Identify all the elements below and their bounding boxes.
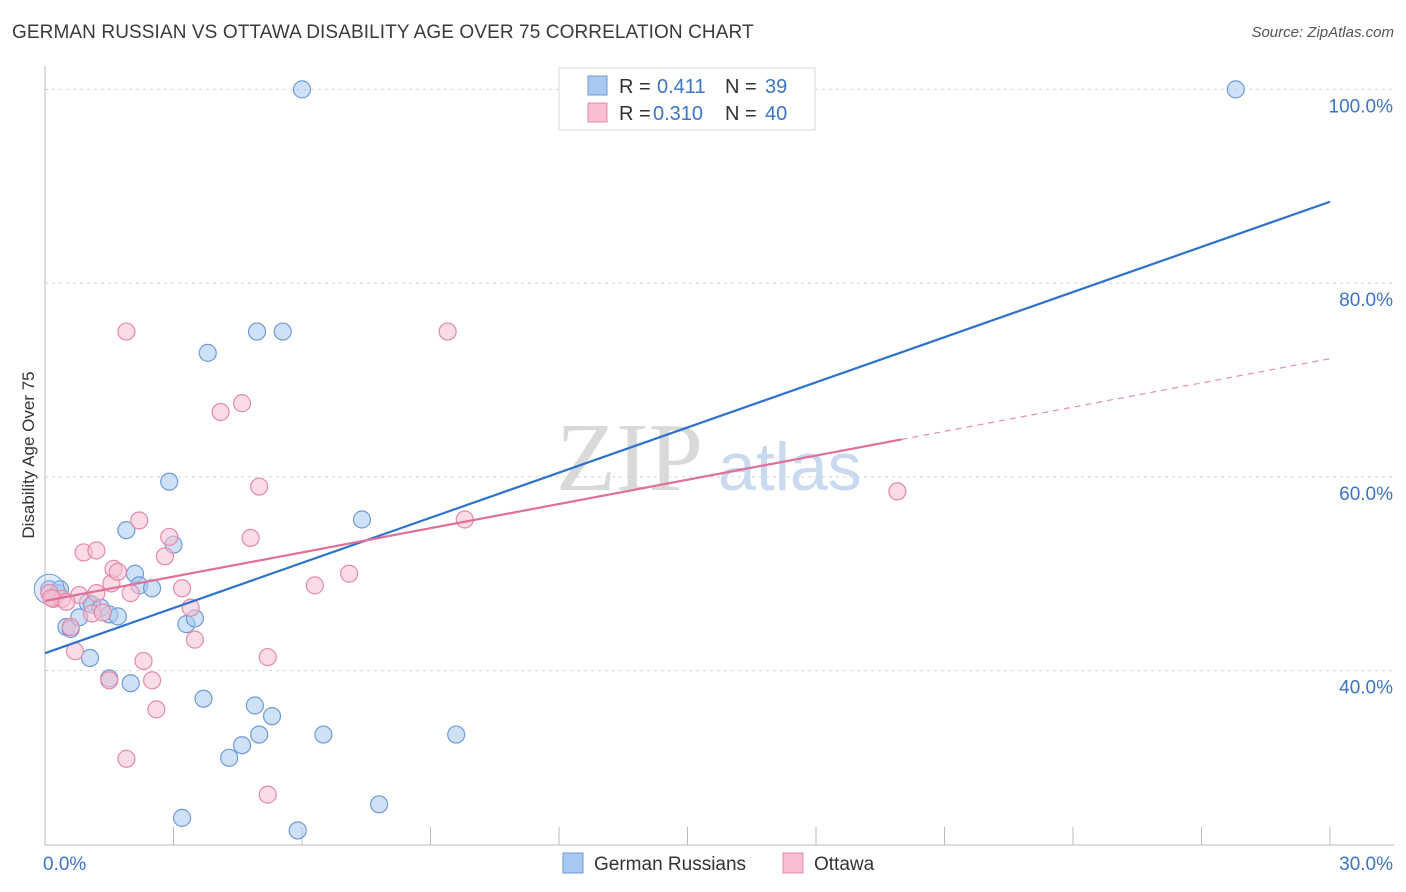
ottawa-point-21 — [160, 527, 179, 547]
stats-legend: R = 0.411 N = 39 R = 0.310 N = 40 — [558, 67, 816, 131]
german-russians-point-27 — [245, 696, 264, 715]
legend-n-value-pink: 40 — [765, 103, 787, 125]
legend-r-value-blue: 0.411 — [657, 76, 706, 98]
series-legend-swatch-german-russians — [562, 852, 584, 874]
ottawa-point-39 — [93, 603, 112, 622]
ottawa-point-32 — [340, 564, 359, 583]
ottawa-point-12 — [108, 562, 127, 581]
y-axis-label: Disability Age Over 75 — [19, 371, 38, 538]
ottawa-point-3 — [61, 617, 80, 637]
ottawa-point-29 — [258, 647, 277, 667]
german-russians-point-34 — [288, 821, 307, 840]
ottawa-point-13 — [117, 322, 136, 341]
series-legend-label-german-russians: German Russians — [594, 854, 746, 875]
german-russians-point-11 — [80, 648, 100, 668]
watermark-atlas: atlas — [718, 429, 862, 505]
german-russians-point-18 — [160, 472, 179, 491]
german-russians-point-26 — [220, 748, 239, 767]
legend-r-label-pink: R = — [619, 103, 651, 125]
german-russians-point-31 — [262, 707, 282, 726]
x-tick-label-0: 0.0% — [43, 854, 86, 875]
german-russians-point-30 — [273, 322, 292, 341]
series-ottawa — [40, 322, 907, 804]
x-tick-label-30: 30.0% — [1339, 854, 1393, 875]
trend-line-ottawa — [44, 438, 902, 602]
ottawa-point-34 — [455, 510, 474, 529]
watermark: ZIP atlas — [556, 404, 862, 512]
german-russians-point-13 — [121, 674, 140, 693]
german-russians-point-28 — [250, 725, 269, 744]
german-russians-point-33 — [314, 725, 333, 744]
ottawa-point-25 — [211, 402, 230, 422]
y-tick-label-60: 60.0% — [1339, 484, 1393, 505]
german-russians-point-23 — [198, 343, 217, 362]
german-russians-point-36 — [370, 795, 389, 814]
y-tick-label-40: 40.0% — [1339, 678, 1393, 699]
legend-r-value-pink: 0.310 — [653, 103, 703, 125]
ottawa-point-15 — [121, 584, 140, 603]
legend-swatch-pink — [587, 102, 608, 123]
german-russians-point-35 — [352, 510, 372, 529]
series-legend-label-ottawa: Ottawa — [814, 854, 875, 875]
ottawa-point-35 — [888, 482, 907, 501]
ottawa-point-14 — [117, 749, 136, 768]
tick-labels: 40.0% 60.0% 80.0% 100.0% 0.0% 30.0% — [43, 96, 1393, 875]
ottawa-point-24 — [185, 630, 205, 649]
ottawa-point-9 — [100, 671, 119, 690]
legend-n-value-blue: 39 — [765, 76, 787, 98]
trend-line-german-russians — [44, 200, 1331, 655]
ottawa-point-8 — [87, 541, 106, 560]
source-credit: Source: ZipAtlas.com — [1251, 24, 1394, 41]
ottawa-point-33 — [438, 322, 457, 341]
legend-n-label-pink: N = — [725, 103, 757, 125]
german-russians-point-29 — [247, 322, 267, 341]
gridlines — [45, 88, 1394, 672]
ottawa-point-19 — [147, 700, 166, 719]
german-russians-point-22 — [194, 689, 213, 708]
ottawa-point-20 — [155, 547, 175, 566]
ottawa-point-17 — [134, 651, 153, 671]
ottawa-point-30 — [258, 785, 277, 804]
ottawa-point-26 — [232, 394, 252, 413]
german-russians-point-32 — [292, 80, 312, 99]
german-russians-point-38 — [1226, 80, 1245, 99]
trend-lines — [44, 200, 1331, 655]
chart-title: GERMAN RUSSIAN VS OTTAWA DISABILITY AGE … — [12, 22, 754, 43]
y-tick-label-100: 100.0% — [1329, 96, 1394, 117]
ottawa-point-22 — [172, 579, 192, 598]
german-russians-point-10 — [108, 607, 127, 626]
axes — [44, 65, 1394, 846]
german-russians-point-37 — [447, 725, 466, 744]
series-legend-swatch-ottawa — [782, 852, 804, 874]
ottawa-point-16 — [130, 511, 149, 530]
legend-r-label-blue: R = — [619, 76, 651, 98]
y-tick-label-80: 80.0% — [1339, 290, 1393, 311]
legend-n-label-blue: N = — [725, 76, 757, 98]
german-russians-point-25 — [232, 736, 252, 755]
legend-swatch-blue — [587, 75, 608, 96]
ottawa-point-31 — [305, 576, 324, 595]
trend-line-ottawa-extension — [901, 358, 1331, 441]
ottawa-point-18 — [142, 671, 162, 690]
german-russians-point-24 — [172, 808, 192, 827]
series-legend: German Russians Ottawa — [562, 852, 875, 875]
watermark-zip: ZIP — [556, 404, 703, 512]
ottawa-point-27 — [241, 528, 260, 548]
ottawa-point-28 — [250, 477, 269, 496]
german-russians-point-14 — [117, 521, 136, 540]
